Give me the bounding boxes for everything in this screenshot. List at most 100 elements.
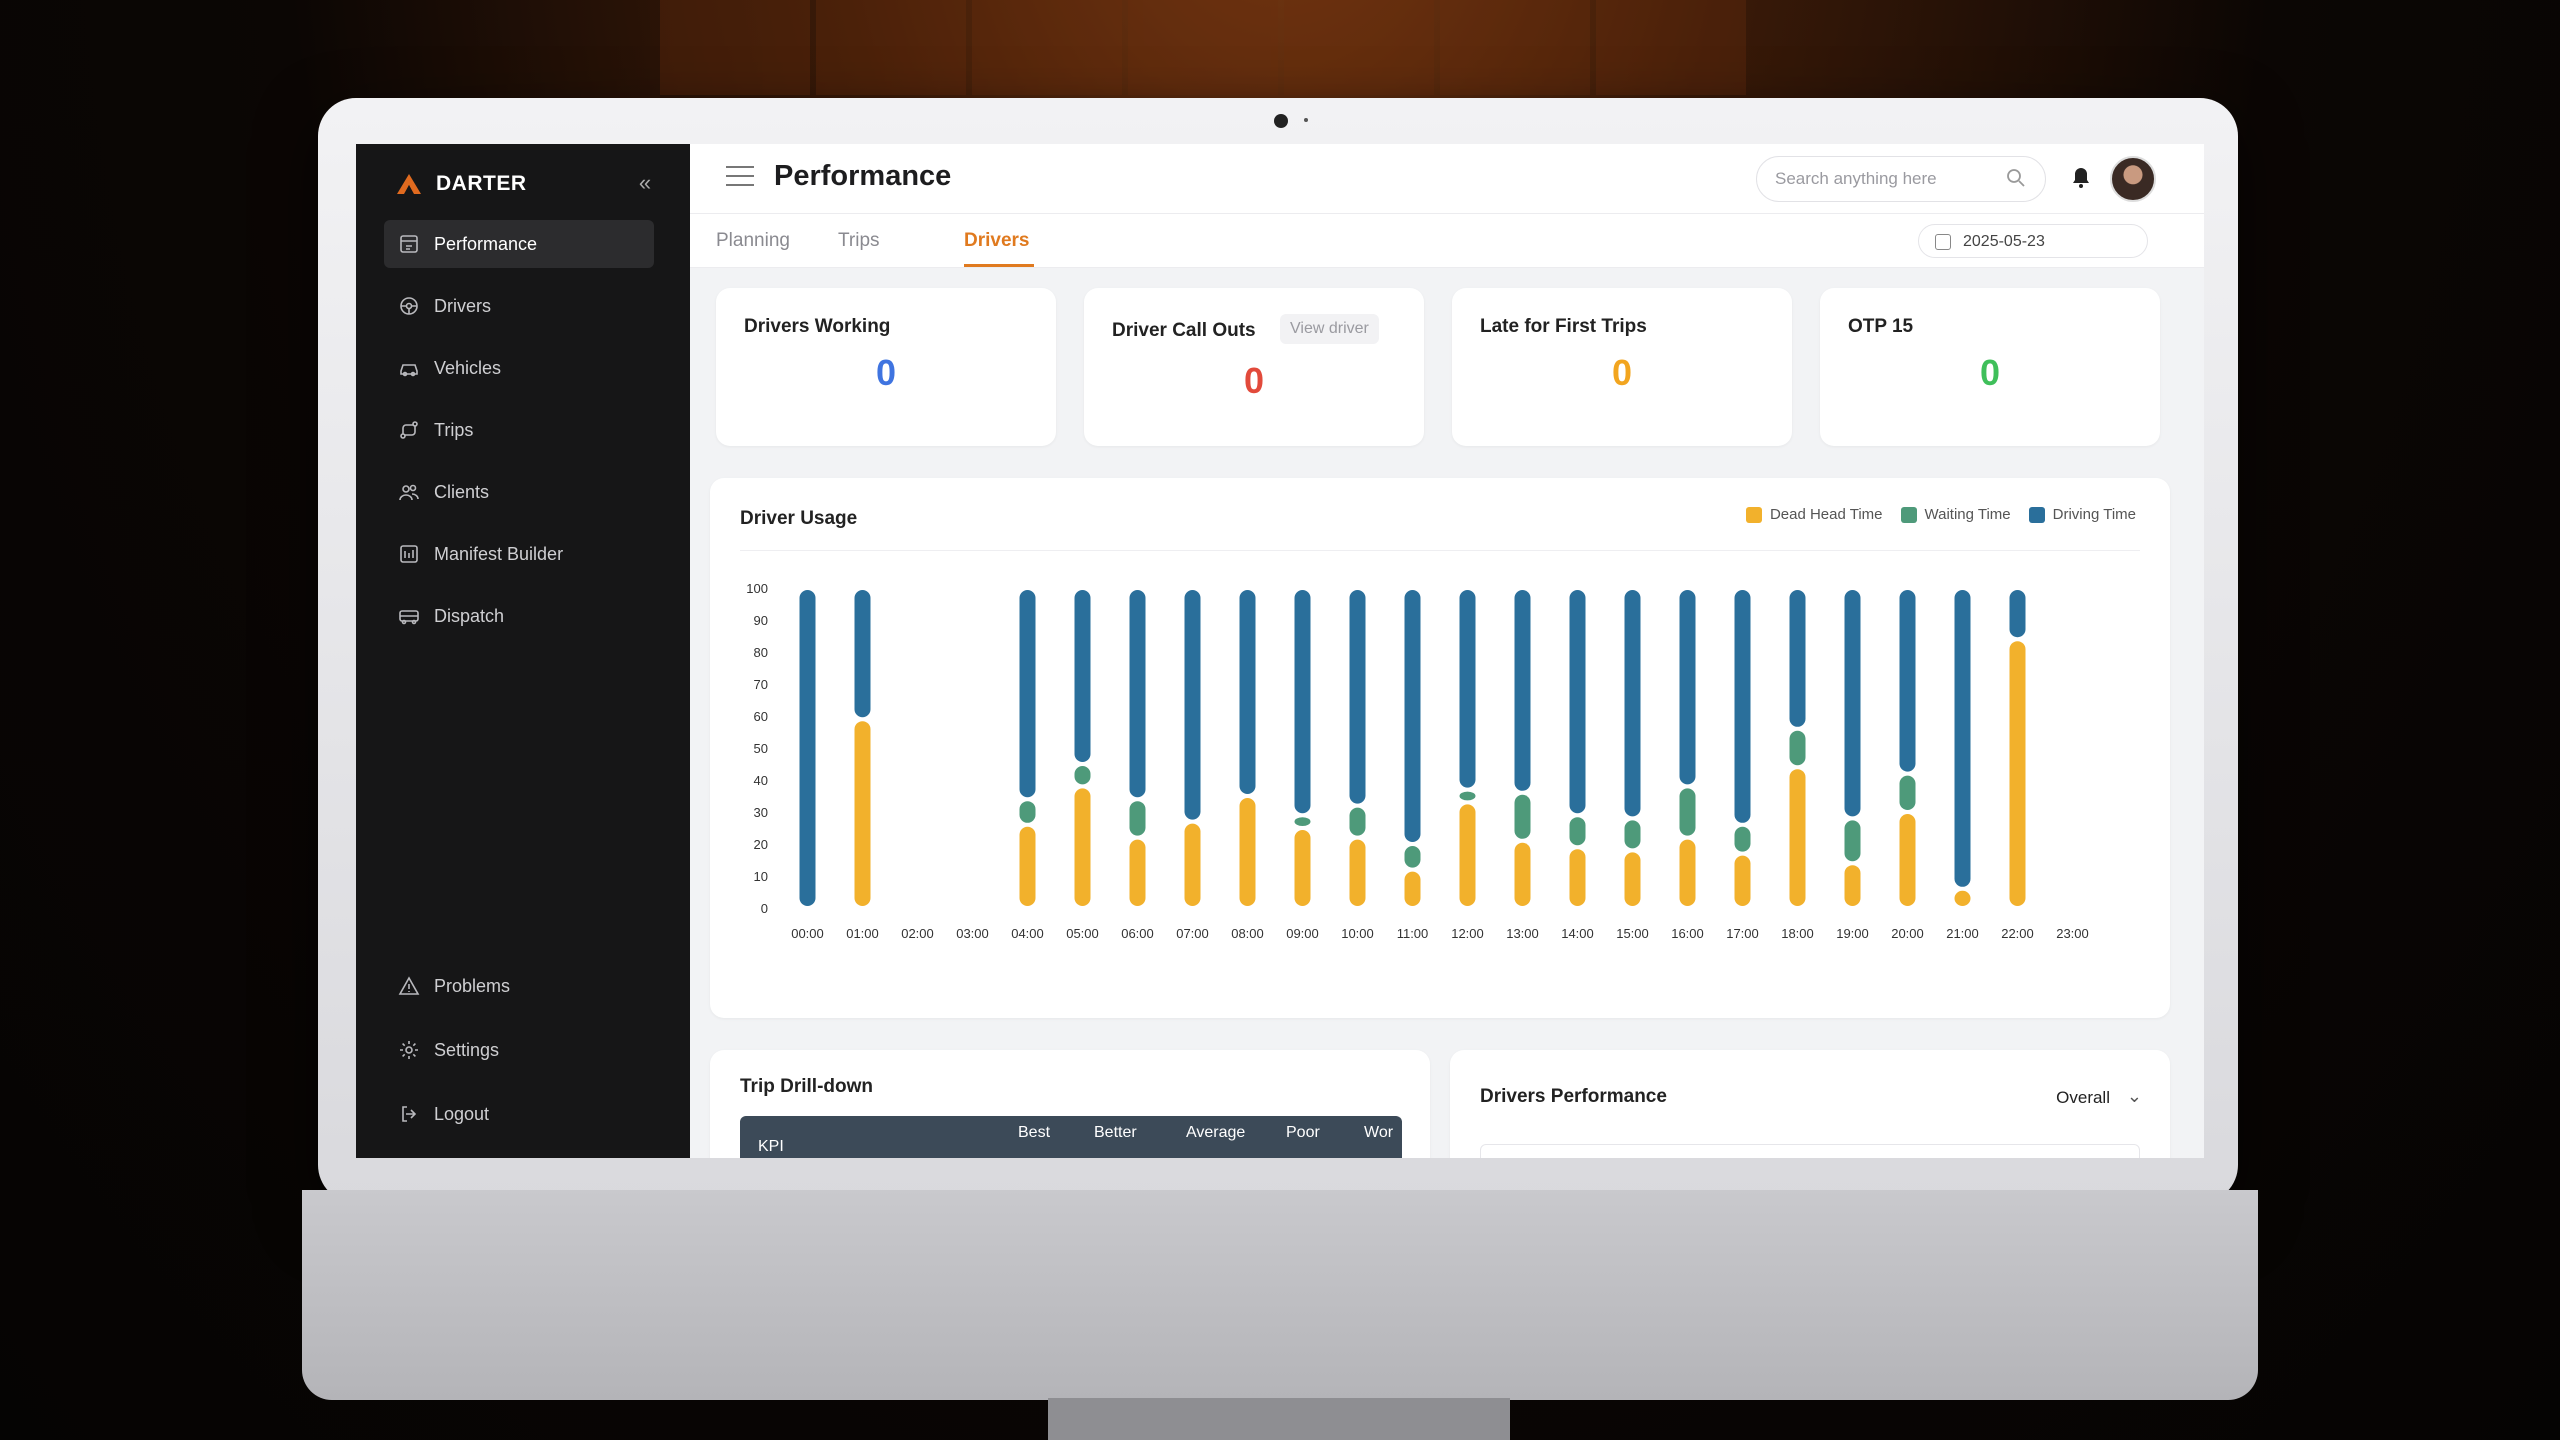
bar-segment[interactable]: [1294, 830, 1311, 906]
sidebar-item-trips[interactable]: Trips: [384, 406, 654, 454]
bar-segment[interactable]: [1954, 890, 1971, 906]
column-header[interactable]: Wor: [1364, 1124, 1394, 1141]
legend-item[interactable]: Dead Head Time: [1745, 506, 1883, 523]
bar-segment[interactable]: [1569, 590, 1586, 814]
bar-segment[interactable]: [1899, 775, 1916, 810]
bar-segment[interactable]: [1404, 846, 1421, 868]
performance-icon: [400, 235, 418, 253]
sidebar-item-settings[interactable]: Settings: [384, 1026, 654, 1074]
bar-segment[interactable]: [1129, 801, 1146, 836]
bar-segment[interactable]: [1019, 826, 1036, 906]
sidebar-item-drivers[interactable]: Drivers: [384, 282, 654, 330]
bar-segment[interactable]: [1679, 839, 1696, 906]
bar-segment[interactable]: [1844, 820, 1861, 862]
bar-segment[interactable]: [1184, 823, 1201, 906]
view-driver-button[interactable]: View driver: [1280, 314, 1379, 344]
search-icon[interactable]: [2005, 167, 2027, 189]
bar-segment[interactable]: [1734, 855, 1751, 906]
tab-drivers[interactable]: Drivers: [964, 230, 1030, 251]
bar-segment[interactable]: [1349, 839, 1366, 906]
bar-segment[interactable]: [1844, 865, 1861, 906]
bar-segment[interactable]: [1404, 871, 1421, 906]
bar-segment[interactable]: [1349, 590, 1366, 804]
bar-segment[interactable]: [799, 590, 816, 906]
column-header[interactable]: Better: [1094, 1124, 1137, 1141]
bar-segment[interactable]: [1514, 842, 1531, 906]
date-picker[interactable]: 2025-05-23: [1918, 224, 2148, 258]
bar-segment[interactable]: [1789, 769, 1806, 906]
collapse-sidebar-icon[interactable]: «: [638, 170, 652, 195]
bar-segment[interactable]: [1899, 814, 1916, 906]
bar-segment[interactable]: [1734, 826, 1751, 852]
route-icon: [400, 421, 418, 439]
bar-segment[interactable]: [1734, 590, 1751, 823]
bar-segment[interactable]: [1129, 839, 1146, 906]
column-header[interactable]: KPI: [758, 1138, 784, 1155]
bar-segment[interactable]: [1459, 791, 1476, 801]
tab-planning[interactable]: Planning: [716, 230, 790, 251]
sidebar-item-problems[interactable]: Problems: [384, 962, 654, 1010]
camera-sensor: [1304, 118, 1308, 122]
bar-segment[interactable]: [1789, 590, 1806, 727]
avatar[interactable]: [2110, 156, 2156, 202]
bar-segment[interactable]: [1349, 807, 1366, 836]
bar-segment[interactable]: [854, 590, 871, 718]
bar-segment[interactable]: [1789, 730, 1806, 766]
sidebar-bottom-nav: Problems Settings Logout: [384, 962, 654, 1154]
sidebar-item-vehicles[interactable]: Vehicles: [384, 344, 654, 392]
sidebar-item-dispatch[interactable]: Dispatch: [384, 592, 654, 640]
column-header[interactable]: Poor: [1286, 1124, 1320, 1141]
column-header[interactable]: Best: [1018, 1124, 1051, 1141]
bar-segment[interactable]: [1514, 590, 1531, 791]
bar-segment[interactable]: [1074, 590, 1091, 762]
bell-icon[interactable]: [2070, 166, 2092, 190]
bar-segment[interactable]: [1459, 804, 1476, 906]
bar-segment[interactable]: [1679, 590, 1696, 785]
x-tick-label: 17:00: [1726, 926, 1759, 941]
bar-segment[interactable]: [1624, 852, 1641, 906]
bar-segment[interactable]: [1074, 766, 1091, 785]
sidebar-item-clients[interactable]: Clients: [384, 468, 654, 516]
bar-segment[interactable]: [1954, 590, 1971, 887]
bar-segment[interactable]: [1294, 590, 1311, 814]
bar-segment[interactable]: [2009, 590, 2026, 638]
bar-segment[interactable]: [1019, 801, 1036, 823]
bar-segment[interactable]: [1294, 817, 1311, 826]
bar-segment[interactable]: [854, 721, 871, 906]
bar-segment[interactable]: [1459, 590, 1476, 788]
x-tick-label: 09:00: [1286, 926, 1319, 941]
performance-filter-dropdown[interactable]: Overall ⌄: [2056, 1086, 2142, 1108]
kpi-title: Late for First Trips: [1480, 316, 1647, 337]
sidebar-item-manifest-builder[interactable]: Manifest Builder: [384, 530, 654, 578]
monitor-stand: [1048, 1398, 1510, 1440]
bar-segment[interactable]: [1844, 590, 1861, 817]
trip-drilldown-card: Trip Drill-down KPI Best Better Average …: [710, 1050, 1430, 1158]
bar-segment[interactable]: [1129, 590, 1146, 798]
bar-segment[interactable]: [2009, 641, 2026, 906]
legend-item[interactable]: Waiting Time: [1900, 506, 2011, 523]
search-input[interactable]: Search anything here: [1756, 156, 2046, 202]
bar-segment[interactable]: [1184, 590, 1201, 820]
bar-segment[interactable]: [1569, 817, 1586, 846]
bar-segment[interactable]: [1404, 590, 1421, 842]
bar-segment[interactable]: [1679, 788, 1696, 836]
bar-segment[interactable]: [1624, 590, 1641, 817]
bar-segment[interactable]: [1239, 590, 1256, 794]
legend-item[interactable]: Driving Time: [2028, 506, 2136, 523]
bar-segment[interactable]: [1569, 849, 1586, 906]
x-tick-label: 12:00: [1451, 926, 1484, 941]
legend-swatch: [1900, 506, 1917, 523]
bar-segment[interactable]: [1514, 794, 1531, 839]
tab-trips[interactable]: Trips: [838, 230, 880, 251]
bar-segment[interactable]: [1239, 798, 1256, 906]
bar-segment[interactable]: [1624, 820, 1641, 849]
column-header[interactable]: Average: [1186, 1124, 1246, 1141]
sidebar: DARTER « Performance Drivers Vehicles Tr…: [356, 144, 690, 1158]
brand[interactable]: DARTER: [396, 172, 527, 196]
bar-segment[interactable]: [1019, 590, 1036, 798]
bar-segment[interactable]: [1074, 788, 1091, 906]
sidebar-item-performance[interactable]: Performance: [384, 220, 654, 268]
bar-segment[interactable]: [1899, 590, 1916, 772]
menu-icon[interactable]: [726, 166, 754, 190]
sidebar-item-logout[interactable]: Logout: [384, 1090, 654, 1138]
